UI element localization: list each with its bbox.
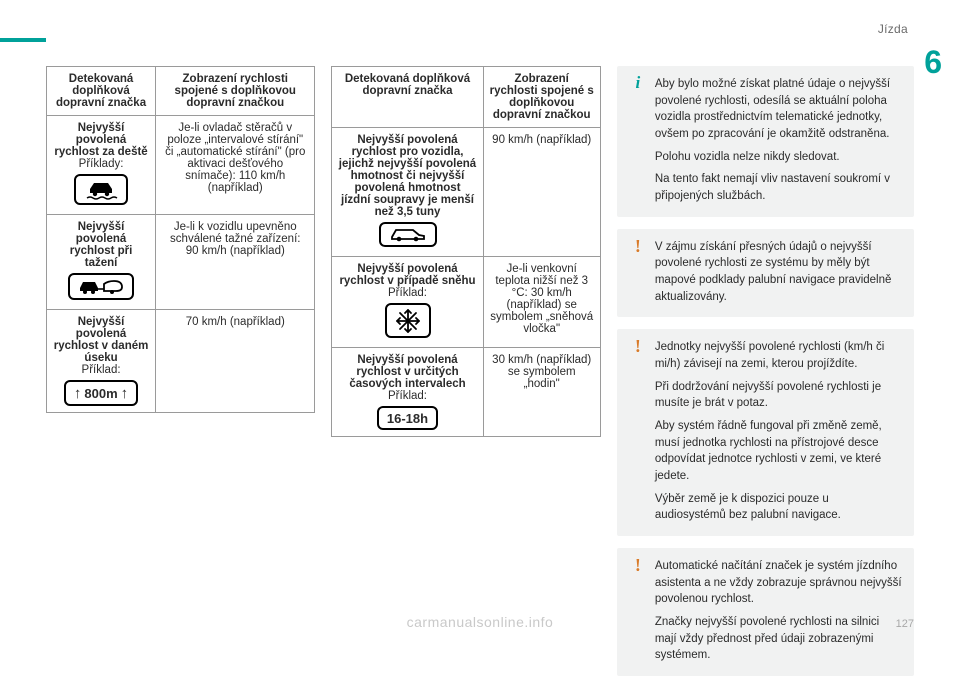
table-right: Detekovaná doplňková dopravní značka Zob… [331, 66, 600, 437]
t2-r2-right: 30 km/h (například) se symbolem „hodin" [483, 348, 600, 437]
info-icon: i [629, 74, 647, 92]
note-1: ! V zájmu získání přesných údajů o nejvy… [617, 229, 914, 318]
note-0: i Aby bylo možné získat platné údaje o n… [617, 66, 914, 217]
t1-r1-right: Je-li k vozidlu upevněno schválené tažné… [156, 215, 315, 310]
t1-r0-right: Je-li ovladač stěračů v poloze „interval… [156, 116, 315, 215]
t1-h2: Zobrazení rychlosti spojené s doplňkovou… [156, 67, 315, 116]
rain-car-icon [74, 174, 128, 205]
note-0-p0: Aby bylo možné získat platné údaje o nej… [655, 76, 902, 143]
time-interval-icon: 16-18h [377, 406, 438, 430]
note-3: ! Automatické načítání značek je systém … [617, 548, 914, 676]
t2-h1: Detekovaná doplňková dopravní značka [332, 67, 483, 128]
note-2-p2: Aby systém řádně fungoval při změně země… [655, 418, 902, 485]
t2-h2: Zobrazení rychlosti spojené s doplňkovou… [483, 67, 600, 128]
page-number: 127 [896, 618, 914, 630]
chapter-number: 6 [924, 44, 942, 81]
warn-icon: ! [629, 237, 647, 255]
t2-r0-right: 90 km/h (například) [483, 128, 600, 257]
table-left: Detekovaná doplňková dopravní značka Zob… [46, 66, 315, 413]
warn-icon: ! [629, 556, 647, 574]
note-1-p0: V zájmu získání přesných údajů o nejvyšš… [655, 239, 902, 306]
note-3-p0: Automatické načítání značek je systém jí… [655, 558, 902, 608]
t1-h1: Detekovaná doplňková dopravní značka [47, 67, 156, 116]
note-0-p2: Na tento fakt nemají vliv nastavení souk… [655, 171, 902, 204]
page: Jízda 6 Detekovaná doplňková dopravní zn… [0, 0, 960, 640]
t1-r1-label: Nejvyšší povolená rychlost při tažení [47, 215, 156, 310]
car-icon [379, 222, 437, 247]
accent-bar [0, 38, 46, 42]
t2-r1-label: Nejvyšší povolená rychlost v případě sně… [332, 257, 483, 348]
note-2-p3: Výběr země je k dispozici pouze u audios… [655, 491, 902, 524]
distance-800m-icon: ↑800m↑ [64, 380, 138, 406]
t2-r1-right: Je-li venkovní teplota nižší než 3 °C: 3… [483, 257, 600, 348]
t1-r2-right: 70 km/h (například) [156, 310, 315, 413]
note-2-p0: Jednotky nejvyšší povolené rychlosti (km… [655, 339, 902, 372]
snowflake-icon [385, 303, 431, 338]
t2-r2-label: Nejvyšší povolená rychlost v určitých ča… [332, 348, 483, 437]
t1-r2-label: Nejvyšší povolená rychlost v daném úseku… [47, 310, 156, 413]
note-0-p1: Polohu vozidla nelze nikdy sledovat. [655, 149, 902, 166]
trailer-icon [68, 273, 134, 300]
section-header: Jízda [878, 22, 908, 36]
note-2-p1: Při dodržování nejvyšší povolené rychlos… [655, 379, 902, 412]
note-2: ! Jednotky nejvyšší povolené rychlosti (… [617, 329, 914, 536]
t2-r0-label: Nejvyšší povolená rychlost pro vozidla, … [332, 128, 483, 257]
watermark: carmanualsonline.info [0, 614, 960, 630]
warn-icon: ! [629, 337, 647, 355]
t1-r0-label: Nejvyšší povolená rychlost za deště Přík… [47, 116, 156, 215]
